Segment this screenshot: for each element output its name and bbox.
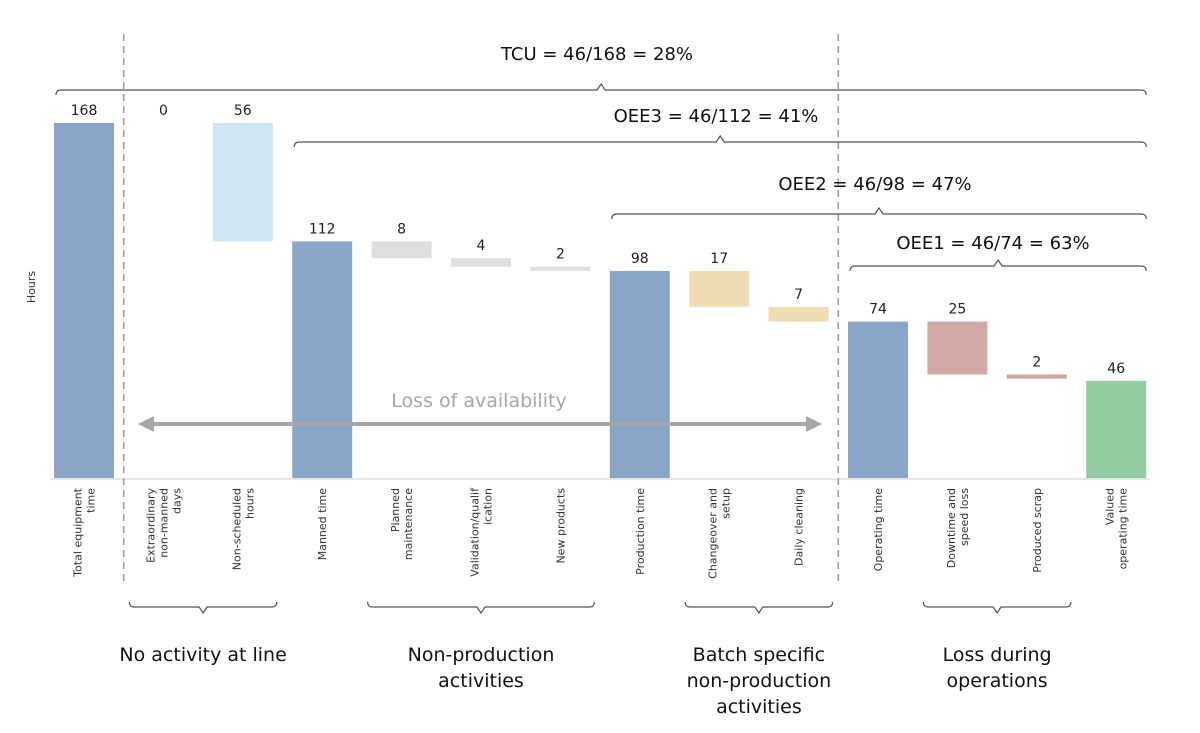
ratio-label-1: OEE3 = 46/112 = 41% (614, 106, 819, 127)
group-labels-layer: No activity at line Non-production activit… (119, 601, 1072, 718)
bar-7 (609, 270, 670, 478)
value-label-8: 17 (710, 251, 728, 267)
category-label-0: Total equipmenttime (72, 487, 98, 577)
bar-13 (1086, 380, 1147, 478)
group-brace-0 (128, 601, 278, 615)
value-label-13: 46 (1107, 361, 1125, 377)
ratio-brace-3 (849, 258, 1147, 272)
value-label-0: 168 (71, 103, 98, 119)
bar-2 (212, 123, 273, 242)
group-label-2: Batch specific non-production activities (687, 644, 832, 718)
ratio-braces-layer: TCU = 46/168 = 28% OEE3 = 46/112 = 41% OEE… (55, 44, 1147, 272)
value-label-2: 56 (234, 103, 252, 119)
category-label-3: Manned time (316, 488, 329, 561)
value-labels-layer: 168 0 56 112 8 4 2 98 17 7 74 25 2 46 (71, 103, 1126, 377)
category-labels-layer: Total equipmenttime Extraordinarynon-mann… (72, 487, 1130, 579)
bar-0 (54, 123, 114, 478)
value-label-5: 4 (477, 238, 486, 254)
bar-9 (768, 306, 829, 322)
annotation-layer: Loss of availability (138, 390, 822, 432)
category-label-10: Operating time (872, 488, 885, 572)
bar-12 (1006, 374, 1067, 379)
ratio-label-0: TCU = 46/168 = 28% (500, 44, 693, 65)
bar-10 (848, 321, 908, 478)
group-brace-1 (367, 601, 595, 615)
value-label-10: 74 (869, 302, 887, 318)
value-label-11: 25 (948, 302, 966, 318)
value-label-1: 0 (159, 103, 168, 119)
value-label-12: 2 (1032, 354, 1041, 370)
group-label-0: No activity at line (119, 644, 286, 666)
category-label-2: Non-scheduledhours (230, 488, 256, 570)
group-brace-3 (922, 601, 1072, 615)
group-label-1: Non-production activities (408, 644, 555, 692)
value-label-7: 98 (631, 251, 649, 267)
ratio-brace-1 (293, 134, 1147, 148)
group-label-3: Loss during operations (943, 644, 1052, 692)
bar-3 (292, 241, 353, 478)
bars-layer (50, 34, 1150, 585)
category-label-13: Valuedoperating time (1104, 488, 1130, 570)
category-label-7: Production time (634, 488, 647, 575)
y-axis-label: Hours (25, 271, 38, 303)
bar-5 (451, 258, 511, 267)
category-label-8: Changeover andsetup (707, 488, 733, 579)
ratio-label-2: OEE2 = 46/98 = 47% (778, 174, 971, 195)
value-label-9: 7 (794, 287, 803, 303)
group-brace-2 (684, 601, 834, 615)
category-label-1: Extraordinarynon-manneddays (144, 488, 183, 563)
availability-label: Loss of availability (391, 390, 566, 412)
category-label-12: Produced scrap (1031, 488, 1044, 573)
ratio-brace-0 (55, 82, 1147, 96)
value-label-3: 112 (309, 221, 336, 237)
bar-11 (927, 321, 988, 375)
value-label-6: 2 (556, 247, 565, 263)
bar-6 (530, 266, 591, 271)
category-label-6: New products (554, 488, 567, 564)
category-label-4: Plannedmaintenance (389, 488, 415, 560)
category-label-11: Downtime andspeed loss (945, 488, 971, 568)
value-label-4: 8 (397, 221, 406, 237)
bar-8 (689, 270, 750, 307)
category-label-9: Daily cleaning (793, 488, 806, 566)
category-label-5: Validation/qualification (469, 487, 495, 577)
bar-4 (371, 241, 432, 259)
ratio-brace-2 (611, 206, 1147, 220)
ratio-label-3: OEE1 = 46/74 = 63% (896, 233, 1089, 254)
